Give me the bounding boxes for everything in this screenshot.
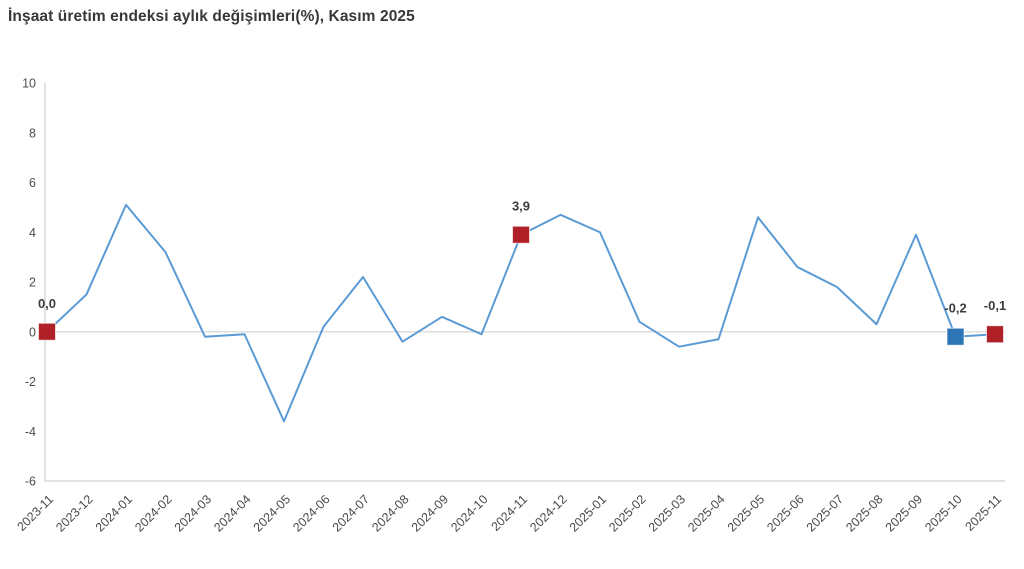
x-tick-label: 2025-05 xyxy=(725,492,767,534)
y-tick-label: -2 xyxy=(25,375,36,389)
x-tick-label: 2024-05 xyxy=(251,492,293,534)
x-tick-label: 2024-04 xyxy=(211,492,253,534)
x-tick-label: 2025-07 xyxy=(804,492,846,534)
x-tick-label: 2025-01 xyxy=(567,492,609,534)
x-tick-label: 2025-06 xyxy=(764,492,806,534)
x-tick-label: 2025-10 xyxy=(922,492,964,534)
marker-2025-10 xyxy=(946,327,965,346)
y-tick-label: -4 xyxy=(25,425,36,439)
y-tick-label: 6 xyxy=(29,176,36,190)
chart-title: İnşaat üretim endeksi aylık değişimleri(… xyxy=(8,8,415,25)
data-label-2025-10: -0,2 xyxy=(944,301,966,316)
x-tick-label: 2024-09 xyxy=(409,492,451,534)
x-tick-label: 2024-02 xyxy=(132,492,174,534)
x-tick-label: 2024-01 xyxy=(93,492,135,534)
marker-2025-11 xyxy=(986,325,1004,344)
x-tick-label: 2025-02 xyxy=(606,492,648,534)
y-tick-label: 2 xyxy=(29,276,36,290)
x-tick-label: 2025-09 xyxy=(883,492,925,534)
data-label-2023-11: 0,0 xyxy=(38,296,56,311)
y-tick-label: 0 xyxy=(29,325,36,339)
marker-2024-11 xyxy=(512,225,530,244)
x-tick-label: 2024-03 xyxy=(172,492,214,534)
x-tick-label: 2024-12 xyxy=(527,492,569,534)
x-tick-label: 2024-06 xyxy=(290,492,332,534)
data-label-2025-11: -0,1 xyxy=(984,298,1006,313)
data-label-2024-11: 3,9 xyxy=(512,199,530,214)
x-tick-label: 2024-08 xyxy=(369,492,411,534)
x-tick-label: 2025-11 xyxy=(962,492,1004,534)
y-tick-label: 10 xyxy=(22,77,36,91)
y-tick-label: -6 xyxy=(25,475,36,489)
y-tick-label: 4 xyxy=(29,226,36,240)
x-tick-label: 2025-03 xyxy=(646,492,688,534)
x-tick-label: 2024-10 xyxy=(448,492,490,534)
x-tick-label: 2024-07 xyxy=(330,492,372,534)
x-tick-label: 2025-04 xyxy=(685,492,727,534)
marker-2023-11 xyxy=(38,322,56,341)
x-tick-label: 2023-12 xyxy=(53,492,95,534)
y-tick-label: 8 xyxy=(29,126,36,140)
x-tick-label: 2023-11 xyxy=(14,492,56,534)
x-tick-label: 2025-08 xyxy=(843,492,885,534)
x-tick-label: 2024-11 xyxy=(488,492,530,534)
